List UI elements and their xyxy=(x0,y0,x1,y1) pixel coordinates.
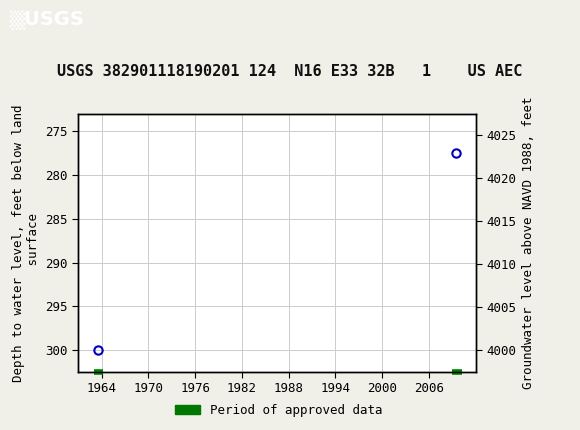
Y-axis label: Groundwater level above NAVD 1988, feet: Groundwater level above NAVD 1988, feet xyxy=(521,97,535,389)
Legend: Period of approved data: Period of approved data xyxy=(169,399,387,421)
Text: USGS 382901118190201 124  N16 E33 32B   1    US AEC: USGS 382901118190201 124 N16 E33 32B 1 U… xyxy=(57,64,523,79)
Text: ▒USGS: ▒USGS xyxy=(9,10,84,30)
Y-axis label: Depth to water level, feet below land
 surface: Depth to water level, feet below land su… xyxy=(12,104,40,382)
